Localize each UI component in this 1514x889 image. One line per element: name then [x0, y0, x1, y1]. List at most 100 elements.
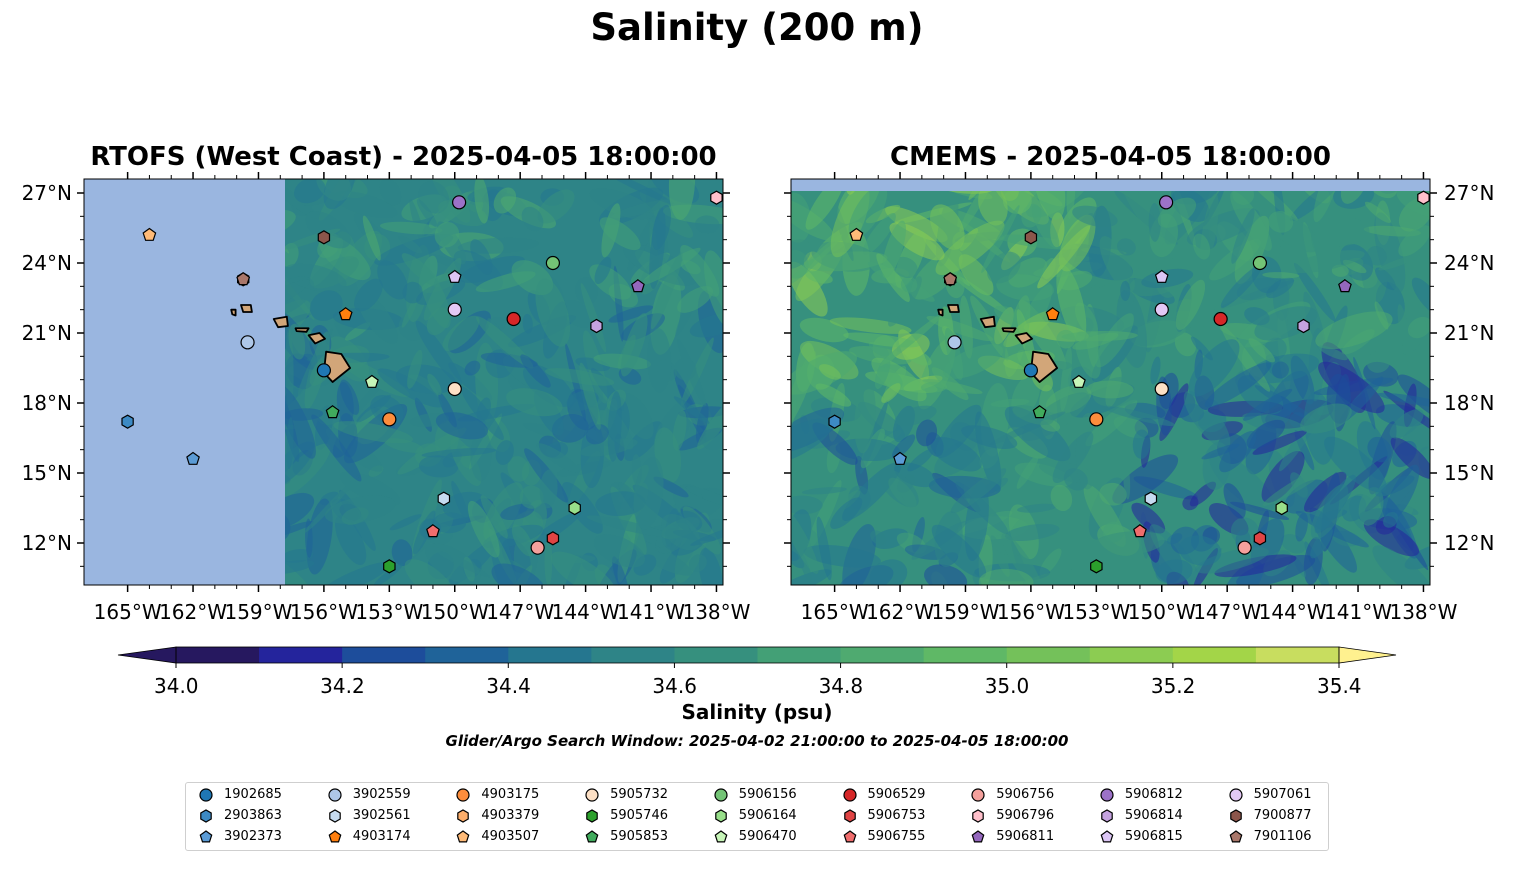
field-patch: [1072, 332, 1119, 350]
legend-item-4903174: 4903174: [327, 827, 411, 847]
field-patch: [924, 564, 968, 585]
field-patch: [1056, 264, 1087, 342]
field-patch: [1383, 511, 1399, 528]
maui-island-rtofs: [307, 332, 326, 345]
field-patch: [464, 360, 481, 376]
field-patch: [868, 341, 889, 357]
float-5906812-rtofs: [452, 195, 467, 210]
field-patch: [1397, 304, 1415, 369]
field-patch: [612, 556, 629, 585]
float-5906470-cmems: [1071, 374, 1086, 388]
field-patch: [380, 221, 443, 235]
field-patch: [1183, 390, 1231, 449]
lat-tick-label-cmems: 12°N: [1444, 531, 1494, 555]
legend-label: 5906164: [738, 808, 797, 823]
legend-marker: [328, 829, 342, 842]
field-patch: [297, 328, 333, 396]
float-3902373-cmems: [893, 451, 907, 465]
field-patch: [1318, 345, 1348, 361]
legend-label: 7901106: [1253, 829, 1312, 844]
legend-marker: [200, 808, 212, 823]
field-patch: [404, 559, 455, 585]
colorbar-segment: [1172, 647, 1257, 663]
float-5905732-rtofs: [447, 381, 462, 397]
legend-item-5906811: 5906811: [970, 827, 1054, 847]
legend-marker: [972, 808, 984, 823]
field-patch: [849, 346, 912, 365]
legend-label: 5906529: [867, 787, 926, 802]
float-3902559-rtofs: [240, 335, 255, 350]
field-patch: [1052, 431, 1094, 483]
lat-tick-label-rtofs: 15°N: [22, 461, 72, 485]
field-patch: [1182, 495, 1199, 511]
legend-label: 5906470: [738, 829, 797, 844]
field-patch: [288, 323, 306, 360]
field-patch: [421, 447, 497, 458]
maui-island-cmems: [1014, 332, 1033, 345]
float-4903174-rtofs: [338, 307, 353, 321]
field-patch: [1178, 535, 1222, 566]
field-patch: [830, 497, 863, 530]
field-patch: [791, 418, 833, 464]
field-patch: [594, 257, 612, 285]
legend-item-5906470: 5906470: [713, 827, 797, 847]
legend-label: 4903175: [481, 787, 540, 802]
legend-label: 5907061: [1253, 787, 1312, 802]
lat-tick-label-cmems: 15°N: [1444, 461, 1494, 485]
legend-marker-hexagon-icon: [1101, 808, 1113, 823]
niihau-island-cmems: [937, 308, 944, 317]
lon-tick-label-rtofs: 141°W: [617, 600, 685, 624]
field-patch: [815, 383, 852, 407]
float-5906814-rtofs: [590, 318, 603, 334]
field-patch: [1072, 205, 1118, 228]
colorbar-segment: [1255, 647, 1340, 663]
field-patch: [935, 404, 982, 458]
field-patch: [324, 495, 396, 524]
colorbar-over-arrow: [1338, 646, 1397, 664]
legend-item-5906753: 5906753: [842, 806, 925, 826]
field-patch: [650, 252, 683, 330]
legend-marker: [1100, 829, 1114, 842]
field-patch: [874, 356, 891, 389]
field-patch: [805, 270, 833, 284]
colorbar-tick-label: 34.8: [818, 674, 864, 698]
float-5906756-rtofs: [530, 540, 545, 555]
float-4903174-cmems: [1045, 307, 1060, 321]
float-5907061-cmems: [1154, 302, 1169, 317]
field-patch: [819, 364, 841, 380]
colorbar-segment: [923, 647, 1008, 663]
field-patch: [1058, 214, 1096, 272]
float-4903507-rtofs: [142, 227, 157, 241]
legend-item-3902559: 3902559: [327, 785, 411, 805]
lon-tick-label-rtofs: 159°W: [224, 600, 292, 624]
legend-marker-pentagon-icon: [971, 829, 985, 842]
oahu-island-rtofs: [272, 315, 289, 329]
float-4903175-cmems: [1089, 412, 1104, 427]
field-patch: [1262, 272, 1300, 279]
molokai-island-rtofs: [294, 327, 310, 333]
colorbar-tick-label: 34.0: [154, 674, 199, 698]
field-patch: [305, 211, 351, 249]
legend-marker-hexagon-icon: [843, 808, 856, 823]
field-patch: [1120, 280, 1131, 301]
field-patch: [1188, 339, 1240, 397]
field-patch: [680, 245, 720, 297]
field-patch: [335, 515, 367, 565]
legend-item-3902561: 3902561: [327, 806, 411, 826]
legend-label: 4903379: [481, 808, 540, 823]
field-patch: [1231, 208, 1255, 264]
float-5906812-cmems: [1159, 195, 1174, 210]
colorbar-under-arrow: [117, 646, 177, 664]
legend-label: 5906815: [1124, 829, 1183, 844]
field-patch: [373, 563, 404, 585]
legend-label: 5906755: [867, 829, 926, 844]
field-patch: [685, 486, 723, 508]
legend-marker-hexagon-icon: [972, 808, 984, 823]
lon-tick-label-cmems: 156°W: [997, 600, 1065, 624]
field-patch: [332, 191, 398, 219]
field-patch: [791, 399, 797, 430]
lon-tick-label-cmems: 159°W: [931, 600, 999, 624]
field-patch: [987, 251, 1021, 284]
float-5906815-rtofs: [447, 269, 462, 283]
field-patch: [990, 398, 1030, 408]
